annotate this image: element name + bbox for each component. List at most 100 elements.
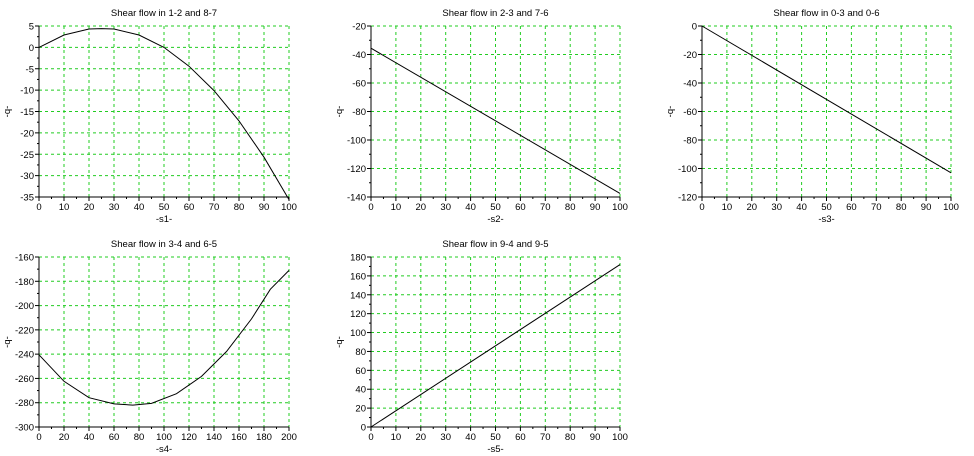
chart-4: 0 20 40 60 80 100 120 140 160 180 200 -160 -180 -200 -… bbox=[2, 239, 297, 455]
x-tick-label: 50 bbox=[490, 432, 501, 443]
x-axis-label: -s1- bbox=[156, 214, 172, 225]
y-tick-label: 120 bbox=[350, 309, 366, 320]
x-tick-label: 90 bbox=[259, 202, 270, 213]
chart-1: 0 10 20 30 40 50 60 70 80 90 10050-5-10-15-20-25-3… bbox=[2, 8, 297, 225]
y-tick-label: -100 bbox=[678, 164, 697, 175]
x-tick-label: 140 bbox=[206, 432, 222, 443]
y-tick-label: -160 bbox=[15, 253, 34, 264]
y-axis-label: -q- bbox=[334, 336, 345, 348]
x-tick-label: 90 bbox=[590, 432, 601, 443]
x-tick-label: 20 bbox=[416, 432, 427, 443]
x-tick-label: 40 bbox=[84, 432, 95, 443]
x-tick-label: 70 bbox=[871, 202, 882, 213]
y-tick-label: -40 bbox=[683, 79, 697, 90]
x-tick-label: 20 bbox=[84, 202, 95, 213]
y-tick-label: -260 bbox=[15, 374, 34, 385]
chart-title: Shear flow in 1-2 and 8-7 bbox=[111, 8, 217, 19]
x-tick-label: 100 bbox=[156, 432, 172, 443]
y-tick-label: -120 bbox=[347, 164, 366, 175]
x-tick-label: 10 bbox=[391, 432, 402, 443]
series-line bbox=[370, 264, 621, 428]
series-line bbox=[38, 270, 290, 406]
x-tick-label: 40 bbox=[134, 202, 145, 213]
x-axis-label: -s2- bbox=[487, 214, 503, 225]
x-tick-label: 60 bbox=[109, 432, 120, 443]
y-tick-label: -140 bbox=[347, 193, 366, 204]
x-tick-label: 100 bbox=[612, 202, 628, 213]
y-tick-label: 160 bbox=[350, 271, 366, 282]
chart-2: 0 10 20 30 40 50 60 70 80 90 100 -20 -40 -60 -80 -100 -1… bbox=[334, 8, 628, 225]
y-tick-label: 40 bbox=[355, 385, 366, 396]
y-axis-label: -q- bbox=[665, 106, 676, 118]
y-tick-label: -240 bbox=[15, 350, 34, 361]
x-axis-label: -s5- bbox=[487, 444, 503, 455]
x-tick-label: 0 bbox=[699, 202, 704, 213]
x-tick-label: 60 bbox=[515, 202, 526, 213]
y-tick-label: 140 bbox=[350, 290, 366, 301]
y-tick-label: -40 bbox=[352, 50, 366, 61]
y-tick-label: 100 bbox=[350, 328, 366, 339]
x-tick-label: 180 bbox=[256, 432, 272, 443]
y-axis-label: -q- bbox=[334, 106, 345, 118]
series-line bbox=[370, 47, 621, 194]
x-tick-label: 30 bbox=[440, 432, 451, 443]
y-tick-label: 0 bbox=[692, 22, 697, 33]
y-tick-label: -60 bbox=[352, 79, 366, 90]
x-tick-label: 10 bbox=[391, 202, 402, 213]
x-tick-label: 40 bbox=[796, 202, 807, 213]
x-tick-label: 120 bbox=[181, 432, 197, 443]
x-tick-label: 0 bbox=[368, 432, 373, 443]
x-tick-label: 50 bbox=[490, 202, 501, 213]
x-tick-label: 70 bbox=[540, 432, 551, 443]
y-axis-label: -q- bbox=[2, 336, 13, 348]
chart-title: Shear flow in 3-4 and 6-5 bbox=[111, 239, 217, 250]
x-tick-label: 80 bbox=[896, 202, 907, 213]
y-tick-label: -60 bbox=[683, 107, 697, 118]
x-tick-label: 30 bbox=[440, 202, 451, 213]
y-tick-label: -25 bbox=[20, 150, 34, 161]
y-tick-label: -80 bbox=[683, 136, 697, 147]
x-tick-label: 40 bbox=[465, 432, 476, 443]
x-tick-label: 0 bbox=[368, 202, 373, 213]
y-tick-label: -20 bbox=[352, 22, 366, 33]
y-tick-label: 5 bbox=[29, 22, 34, 33]
x-tick-label: 60 bbox=[515, 432, 526, 443]
chart-title: Shear flow in 0-3 and 0-6 bbox=[773, 8, 879, 19]
y-tick-label: -5 bbox=[26, 64, 34, 75]
x-tick-label: 90 bbox=[590, 202, 601, 213]
y-tick-label: -220 bbox=[15, 325, 34, 336]
chart-title: Shear flow in 9-4 and 9-5 bbox=[442, 239, 548, 250]
x-tick-label: 90 bbox=[921, 202, 932, 213]
x-tick-label: 60 bbox=[184, 202, 195, 213]
series-line bbox=[701, 25, 952, 174]
x-tick-label: 10 bbox=[59, 202, 70, 213]
x-tick-label: 80 bbox=[565, 202, 576, 213]
y-tick-label: -180 bbox=[15, 277, 34, 288]
x-tick-label: 0 bbox=[36, 202, 41, 213]
x-tick-label: 30 bbox=[771, 202, 782, 213]
y-tick-label: -10 bbox=[20, 86, 34, 97]
x-tick-label: 50 bbox=[159, 202, 170, 213]
x-tick-label: 80 bbox=[565, 432, 576, 443]
x-tick-label: 70 bbox=[209, 202, 220, 213]
y-tick-label: -100 bbox=[347, 136, 366, 147]
y-tick-label: -15 bbox=[20, 107, 34, 118]
x-axis-label: -s3- bbox=[818, 214, 834, 225]
x-axis-label: -s4- bbox=[156, 444, 172, 455]
y-tick-label: 80 bbox=[355, 347, 366, 358]
x-tick-label: 20 bbox=[416, 202, 427, 213]
x-tick-label: 40 bbox=[465, 202, 476, 213]
x-tick-label: 160 bbox=[231, 432, 247, 443]
x-tick-label: 100 bbox=[281, 202, 297, 213]
y-axis-label: -q- bbox=[2, 106, 13, 118]
chart-5: 0 10 20 30 40 50 60 70 80 90 100 180 160 140 120 100 80 6… bbox=[334, 239, 628, 455]
x-tick-label: 0 bbox=[36, 432, 41, 443]
y-tick-label: -80 bbox=[352, 107, 366, 118]
y-tick-label: -120 bbox=[678, 193, 697, 204]
x-tick-label: 20 bbox=[747, 202, 758, 213]
y-tick-label: -20 bbox=[683, 50, 697, 61]
series-line bbox=[38, 28, 290, 200]
y-tick-label: -200 bbox=[15, 301, 34, 312]
y-tick-label: 60 bbox=[355, 366, 366, 377]
